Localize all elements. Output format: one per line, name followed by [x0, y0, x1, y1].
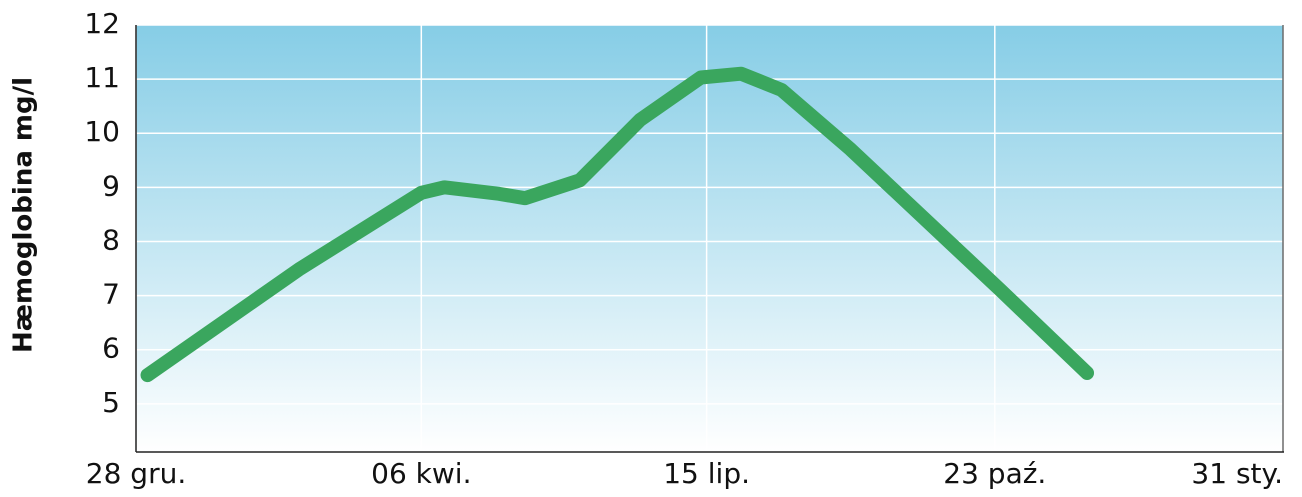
y-tick-label: 10: [84, 115, 120, 148]
x-tick-label: 15 lip.: [663, 457, 750, 490]
y-tick-label: 9: [102, 169, 120, 202]
y-tick-label: 5: [102, 386, 120, 419]
y-axis-label: Hæmoglobina mg/l: [9, 77, 39, 353]
y-tick-label: 7: [102, 278, 120, 311]
y-tick-label: 8: [102, 223, 120, 256]
y-tick-label: 11: [84, 61, 120, 94]
x-tick-label: 31 sty.: [1191, 457, 1283, 490]
data-line: [140, 66, 1095, 383]
x-tick-label: 23 paź.: [943, 457, 1046, 490]
y-tick-label: 12: [84, 7, 120, 40]
plot-area: [136, 25, 1283, 452]
x-tick-label: 28 gru.: [86, 457, 186, 490]
x-tick-label: 06 kwi.: [371, 457, 471, 490]
y-tick-label: 6: [102, 332, 120, 365]
